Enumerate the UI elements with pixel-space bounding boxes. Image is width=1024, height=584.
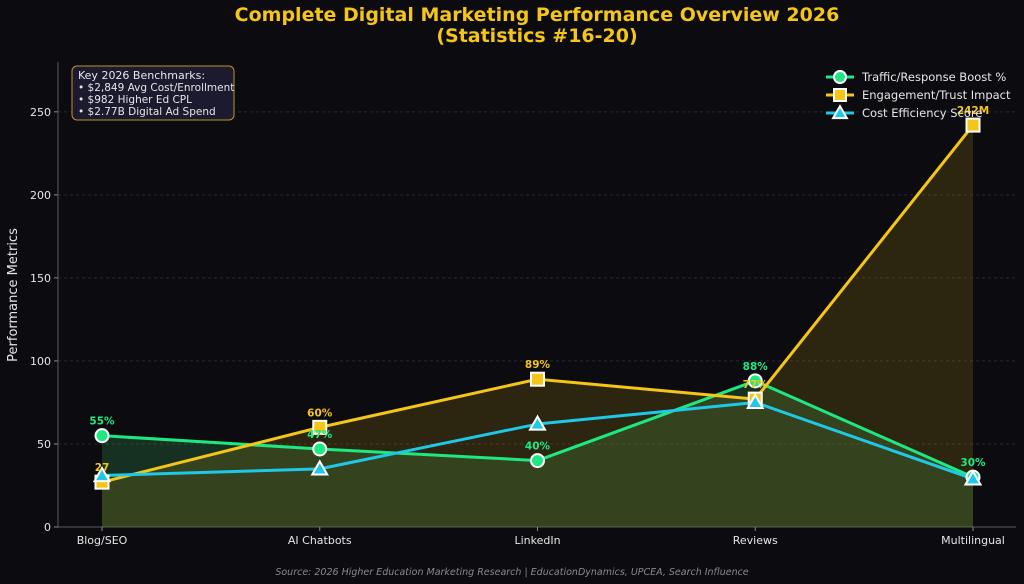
chart-title-line1: Complete Digital Marketing Performance O…: [235, 4, 840, 26]
data-point: [312, 419, 328, 435]
data-point: [831, 104, 849, 120]
area-fill: [102, 380, 973, 527]
legend: Traffic/Response Boost % Engagement/Trust…: [826, 70, 1011, 120]
y-axis-ticks: 0 50 100 150 200 250: [30, 106, 58, 534]
data-label: 55%: [89, 416, 115, 428]
data-label: 30%: [960, 457, 986, 469]
y-axis-label: Performance Metrics: [6, 228, 21, 362]
benchmark-item: • $2,849 Avg Cost/Enrollment: [78, 82, 234, 94]
data-label: 77%: [743, 379, 769, 391]
data-point: [310, 459, 329, 476]
data-point: [530, 371, 545, 387]
data-label: 27: [95, 462, 110, 474]
x-tick-label: LinkedIn: [514, 534, 560, 547]
data-label: 40%: [525, 441, 551, 453]
benchmarks-box: Key 2026 Benchmarks: • $2,849 Avg Cost/E…: [71, 65, 235, 121]
y-tick-label: 250: [30, 106, 51, 119]
source-note: Source: 2026 Higher Education Marketing …: [275, 567, 748, 578]
legend-label: Traffic/Response Boost %: [861, 70, 1006, 84]
chart-title-line2: (Statistics #16-20): [436, 25, 637, 47]
data-label: 242M: [957, 105, 989, 117]
data-point: [94, 428, 110, 444]
data-label: 88%: [743, 361, 769, 373]
data-labels: 55% 47% 40% 88% 30% 27 60% 89% 77% 242M: [89, 105, 989, 474]
benchmark-item: • $2.77B Digital Ad Spend: [78, 106, 216, 118]
data-label: 60%: [307, 407, 333, 419]
x-tick-label: Blog/SEO: [77, 534, 128, 547]
benchmark-item: • $982 Higher Ed CPL: [78, 94, 192, 106]
series-markers: [92, 117, 983, 490]
benchmarks-heading: Key 2026 Benchmarks:: [78, 69, 205, 82]
data-label: 89%: [525, 359, 551, 371]
x-tick-label: Reviews: [733, 534, 778, 547]
legend-label: Cost Efficiency Score: [862, 106, 982, 120]
data-point: [530, 453, 545, 469]
x-tick-label: AI Chatbots: [288, 534, 352, 547]
y-tick-label: 150: [30, 272, 51, 285]
y-tick-label: 50: [37, 438, 51, 451]
data-point: [965, 117, 981, 133]
data-point: [833, 88, 847, 102]
data-point: [312, 441, 328, 457]
area-fills: [102, 125, 973, 527]
grid: [58, 111, 1016, 445]
y-tick-label: 200: [30, 189, 51, 202]
y-tick-label: 100: [30, 355, 51, 368]
data-label: 47%: [307, 429, 333, 441]
data-point: [528, 414, 547, 431]
data-point: [746, 392, 765, 410]
area-fill: [102, 125, 973, 527]
x-tick-label: Multilingual: [941, 534, 1005, 547]
benchmarks-box-frame: [71, 65, 235, 121]
data-point: [92, 466, 112, 483]
y-tick-label: 0: [44, 521, 51, 534]
data-point: [747, 373, 763, 389]
data-point: [833, 70, 847, 84]
data-point: [963, 469, 983, 486]
x-axis-ticks: Blog/SEO AI Chatbots LinkedIn Reviews Multil…: [77, 527, 1005, 547]
legend-label: Engagement/Trust Impact: [862, 88, 1011, 102]
